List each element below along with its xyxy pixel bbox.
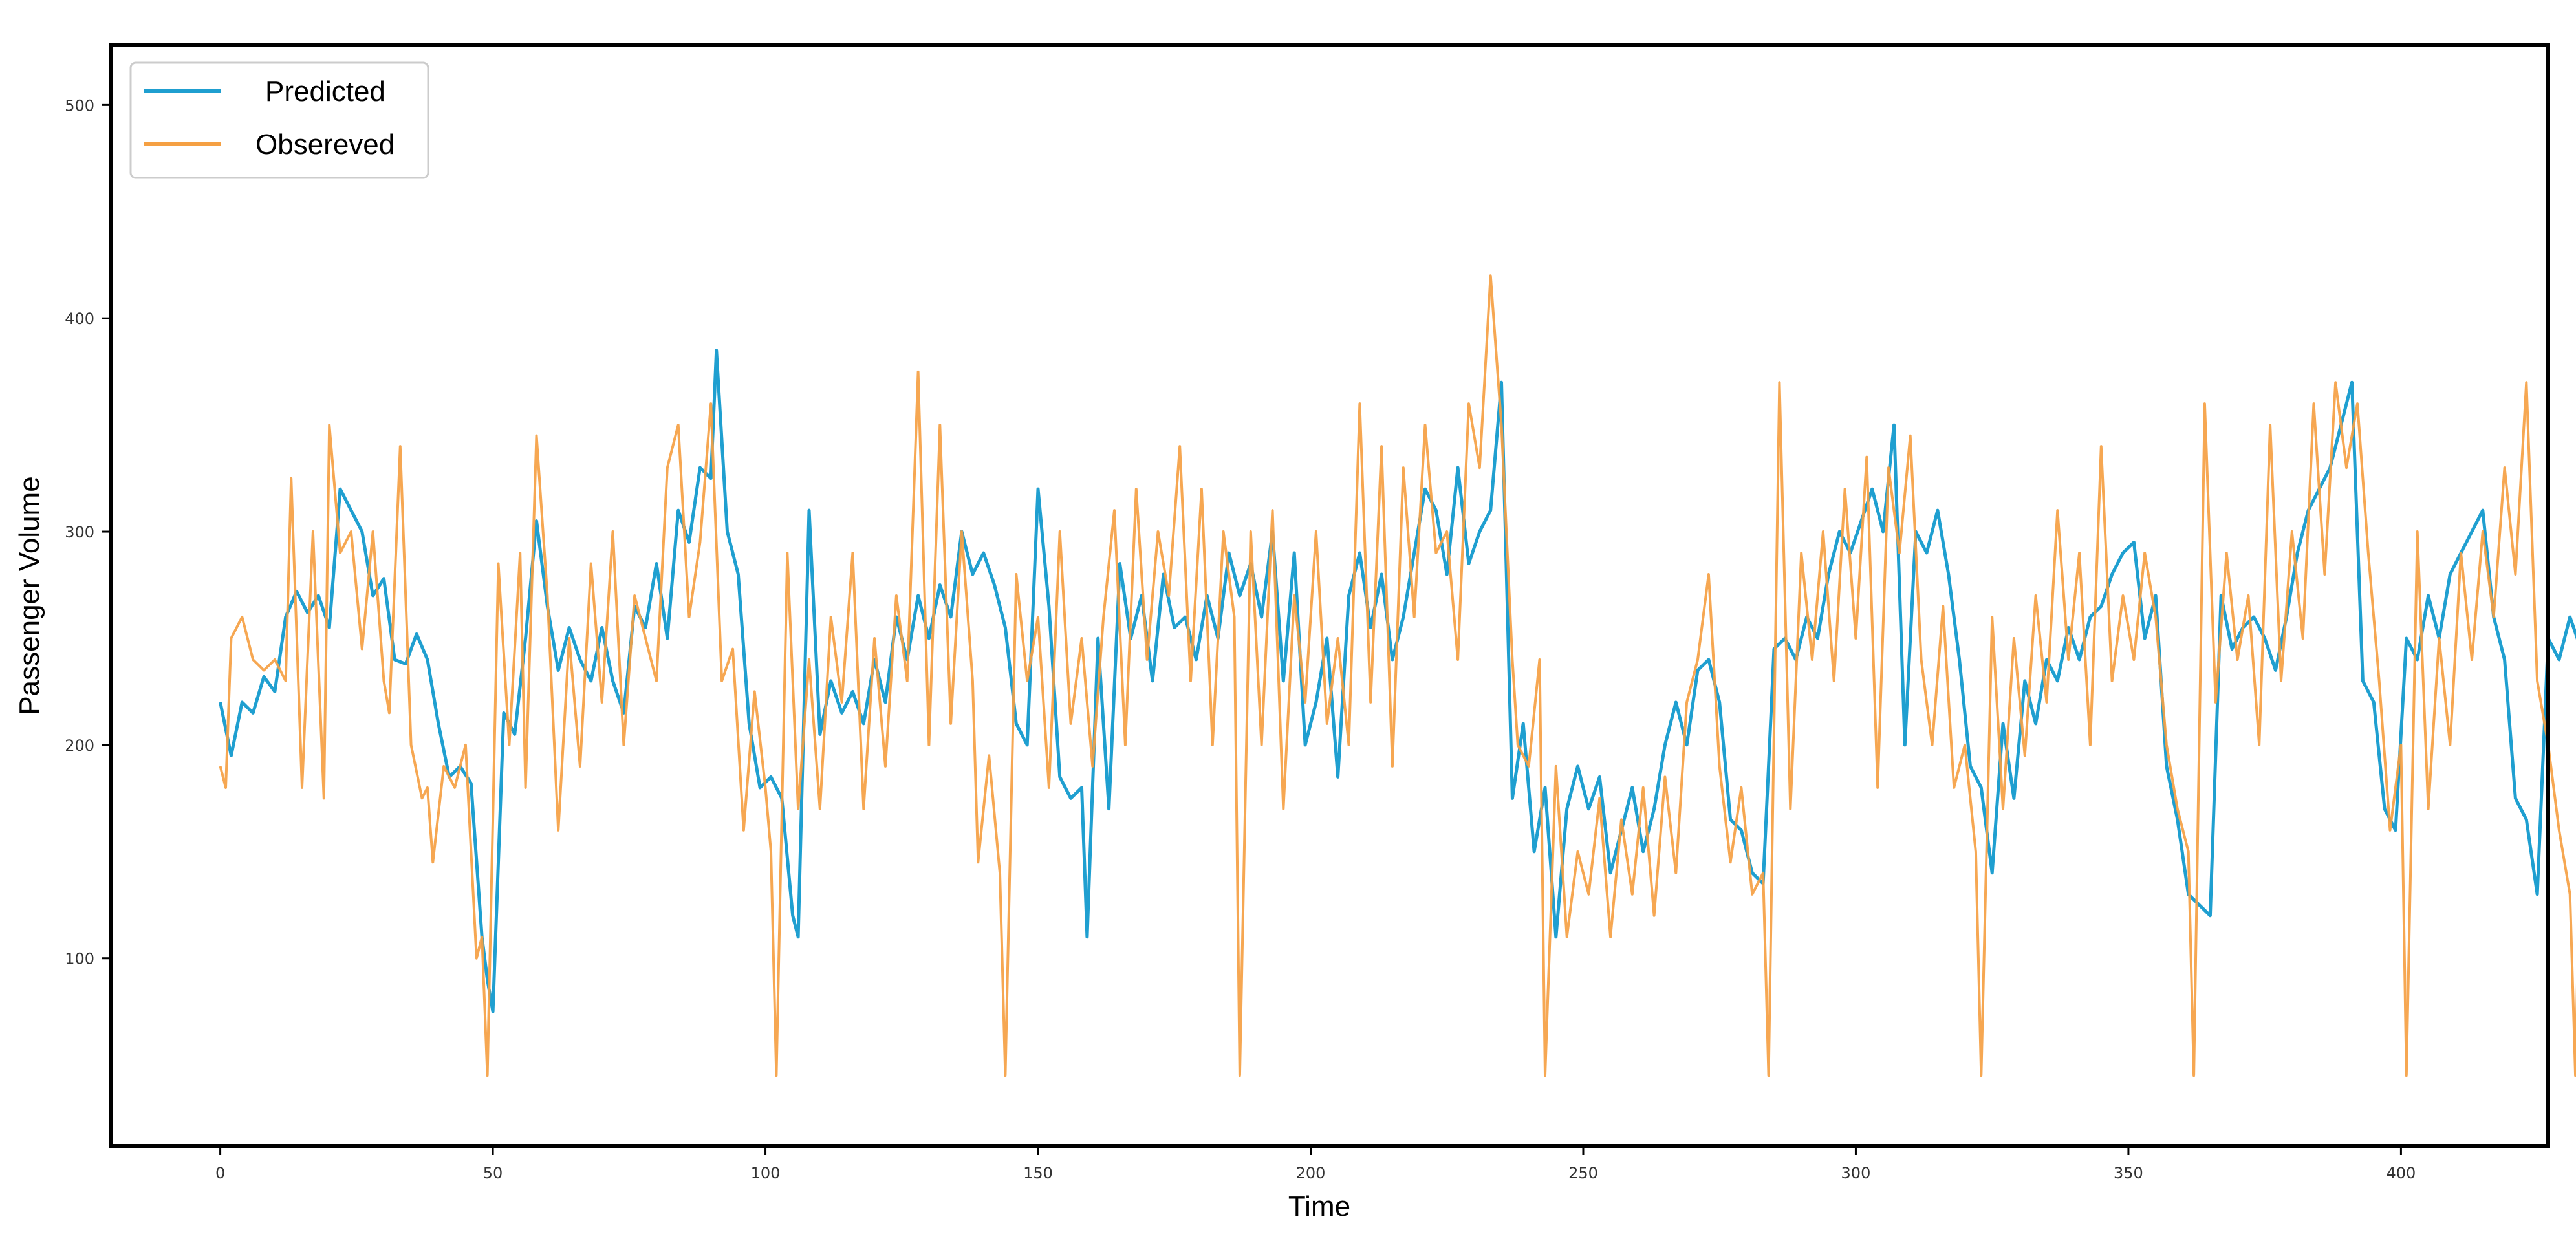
plot-frame — [109, 43, 2550, 1148]
legend-label-obsereved: Obsereved — [255, 129, 395, 160]
y-tick-label: 200 — [65, 737, 94, 755]
y-tick-label: 300 — [65, 523, 94, 541]
x-tick-label: 250 — [1568, 1164, 1598, 1182]
x-axis-label: Time — [1288, 1191, 1350, 1222]
y-axis-label: Passenger Volume — [14, 476, 45, 715]
series-line-predicted — [219, 349, 2576, 1013]
x-tick-label: 200 — [1296, 1164, 1326, 1182]
x-tick-label: 150 — [1023, 1164, 1053, 1182]
series-layer — [219, 274, 2576, 1077]
x-tick-label: 300 — [1841, 1164, 1871, 1182]
y-axis-ticks: 100 200 300 400 500 — [65, 96, 111, 968]
x-tick-label: 50 — [483, 1164, 503, 1182]
x-axis-ticks: 0 50 100 150 200 250 300 350 400 — [215, 1146, 2416, 1182]
y-tick-label: 500 — [65, 96, 94, 114]
x-tick-label: 350 — [2114, 1164, 2143, 1182]
y-tick-label: 100 — [65, 950, 94, 968]
legend-label-predicted: Predicted — [265, 76, 385, 107]
legend: Predicted Obsereved — [129, 61, 429, 179]
x-tick-label: 100 — [751, 1164, 781, 1182]
x-tick-label: 0 — [215, 1164, 225, 1182]
y-tick-label: 400 — [65, 310, 94, 328]
series-line-obsereved — [219, 274, 2576, 1077]
x-tick-label: 400 — [2386, 1164, 2416, 1182]
